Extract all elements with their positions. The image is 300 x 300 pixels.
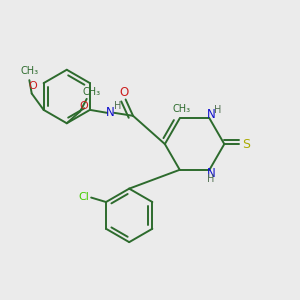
Text: H: H — [114, 101, 121, 111]
Text: O: O — [80, 101, 88, 111]
Text: CH₃: CH₃ — [83, 87, 101, 97]
Text: N: N — [106, 106, 115, 119]
Text: Cl: Cl — [78, 192, 89, 202]
Text: H: H — [207, 174, 214, 184]
Text: O: O — [28, 81, 37, 91]
Text: O: O — [119, 86, 129, 99]
Text: CH₃: CH₃ — [20, 66, 38, 76]
Text: N: N — [207, 108, 215, 121]
Text: S: S — [242, 138, 250, 151]
Text: N: N — [207, 167, 215, 180]
Text: H: H — [214, 105, 221, 115]
Text: CH₃: CH₃ — [172, 104, 190, 114]
